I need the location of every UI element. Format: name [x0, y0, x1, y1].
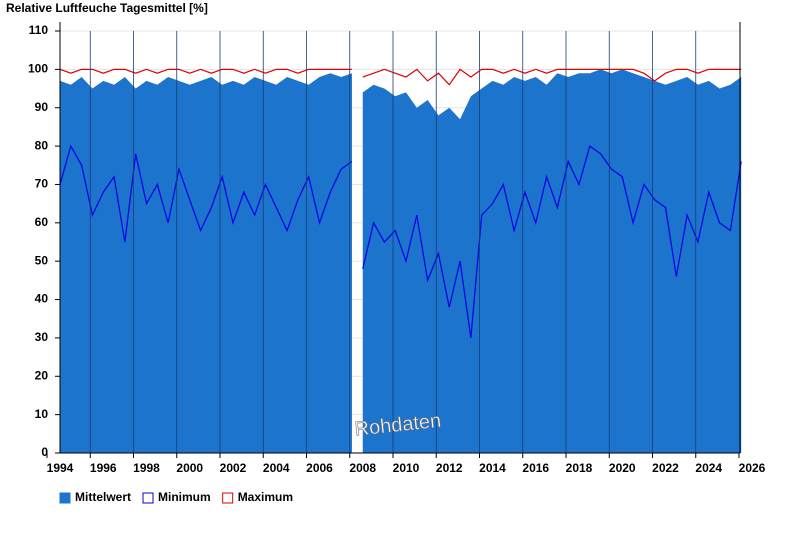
- series-line: [59, 144, 742, 338]
- y-tick-label: 60: [35, 215, 49, 229]
- y-tick-label: 100: [28, 62, 48, 76]
- chart-title: Relative Luftfeuche Tagesmittel [%]: [6, 1, 208, 15]
- x-tick-label: 2008: [349, 461, 376, 475]
- y-tick-label: 70: [35, 177, 49, 191]
- x-tick-label: 2004: [263, 461, 290, 475]
- x-tick-label: 2002: [220, 461, 247, 475]
- y-tick-label: 80: [35, 138, 49, 152]
- y-tick-label: 90: [35, 100, 49, 114]
- x-tick-label: 2006: [306, 461, 333, 475]
- x-tick-label: 2016: [522, 461, 549, 475]
- legend-swatch: [142, 492, 154, 504]
- y-tick-label: 50: [35, 253, 49, 267]
- y-tick-label: 30: [35, 330, 49, 344]
- y-tick-label: 110: [29, 23, 49, 37]
- x-tick-label: 2000: [176, 461, 203, 475]
- x-tick-label: 2020: [609, 461, 636, 475]
- x-tick-label: 1994: [47, 461, 74, 475]
- x-tick-label: 1998: [133, 461, 160, 475]
- x-tick-label: 1996: [90, 461, 117, 475]
- series-line: [59, 68, 742, 86]
- y-tick-label: 10: [35, 407, 49, 421]
- y-tick-label: 40: [35, 292, 49, 306]
- x-tick-label: 2026: [739, 461, 766, 475]
- x-tick-label: 2018: [566, 461, 593, 475]
- x-tick-label: 2024: [695, 461, 722, 475]
- mean-area: [60, 69, 742, 453]
- legend-swatch: [222, 492, 234, 504]
- y-tick-label: 0: [41, 445, 48, 459]
- x-tick-label: 2012: [436, 461, 463, 475]
- legend-label: Mittelwert: [75, 490, 131, 504]
- legend-swatch: [59, 492, 71, 504]
- y-tick-label: 20: [35, 368, 49, 382]
- x-tick-label: 2014: [479, 461, 506, 475]
- x-tick-label: 2010: [393, 461, 420, 475]
- legend-label: Minimum: [158, 490, 211, 504]
- x-tick-label: 2022: [652, 461, 679, 475]
- legend-label: Maximum: [238, 490, 293, 504]
